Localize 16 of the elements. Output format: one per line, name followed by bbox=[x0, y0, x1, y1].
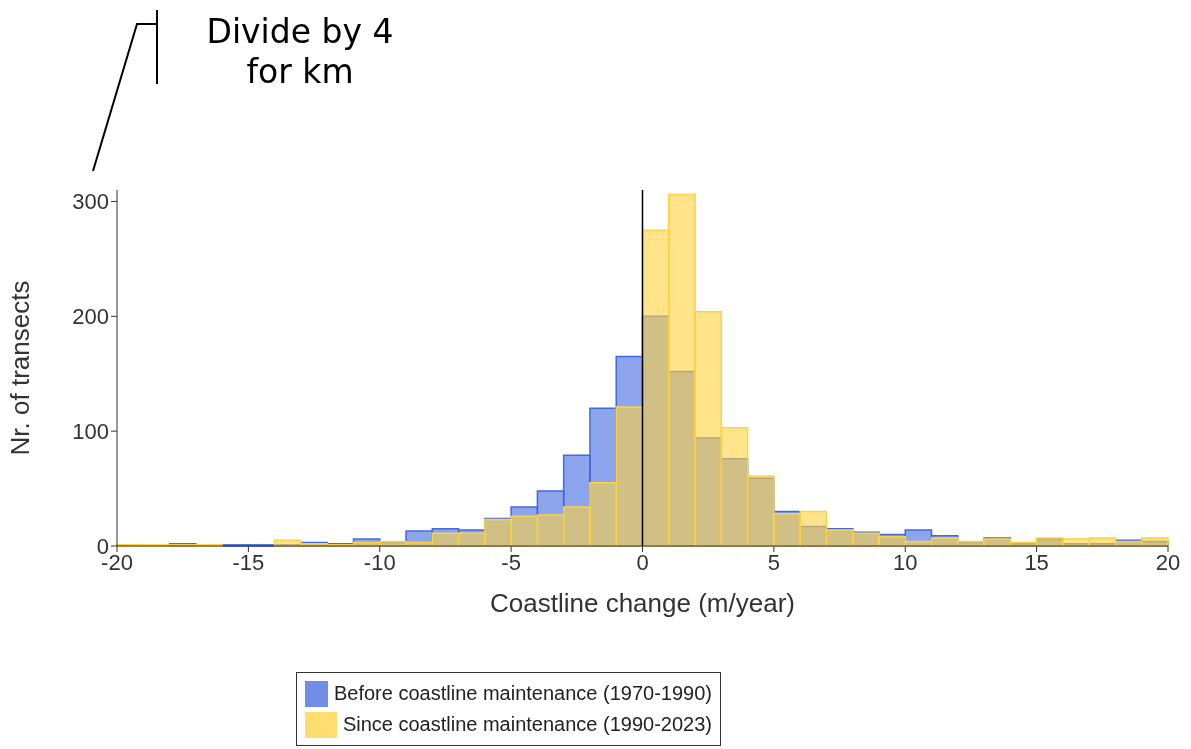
y-axis-title: Nr. of transects bbox=[5, 280, 36, 456]
x-tick-label: -5 bbox=[501, 549, 521, 575]
x-tick-label: 0 bbox=[636, 549, 649, 575]
text: Divide by 4 for km bbox=[205, 12, 395, 92]
x-tick-label: -10 bbox=[363, 549, 396, 575]
x-tick-label: 20 bbox=[1155, 549, 1181, 575]
y-tick-label: 300 bbox=[72, 189, 109, 215]
legend-label: Since coastline maintenance (1990-2023) bbox=[342, 713, 712, 736]
x-tick-label: 5 bbox=[767, 549, 780, 575]
x-axis-title: Coastline change (m/year) bbox=[490, 588, 795, 619]
legend-label: Before coastline maintenance (1970-1990) bbox=[333, 682, 712, 705]
x-tick-label: 10 bbox=[893, 549, 918, 575]
x-tick-label: -15 bbox=[232, 549, 265, 575]
y-tick-label: 100 bbox=[72, 418, 109, 444]
y-tick-label: 200 bbox=[72, 304, 109, 330]
x-tick-label: 15 bbox=[1024, 549, 1049, 575]
